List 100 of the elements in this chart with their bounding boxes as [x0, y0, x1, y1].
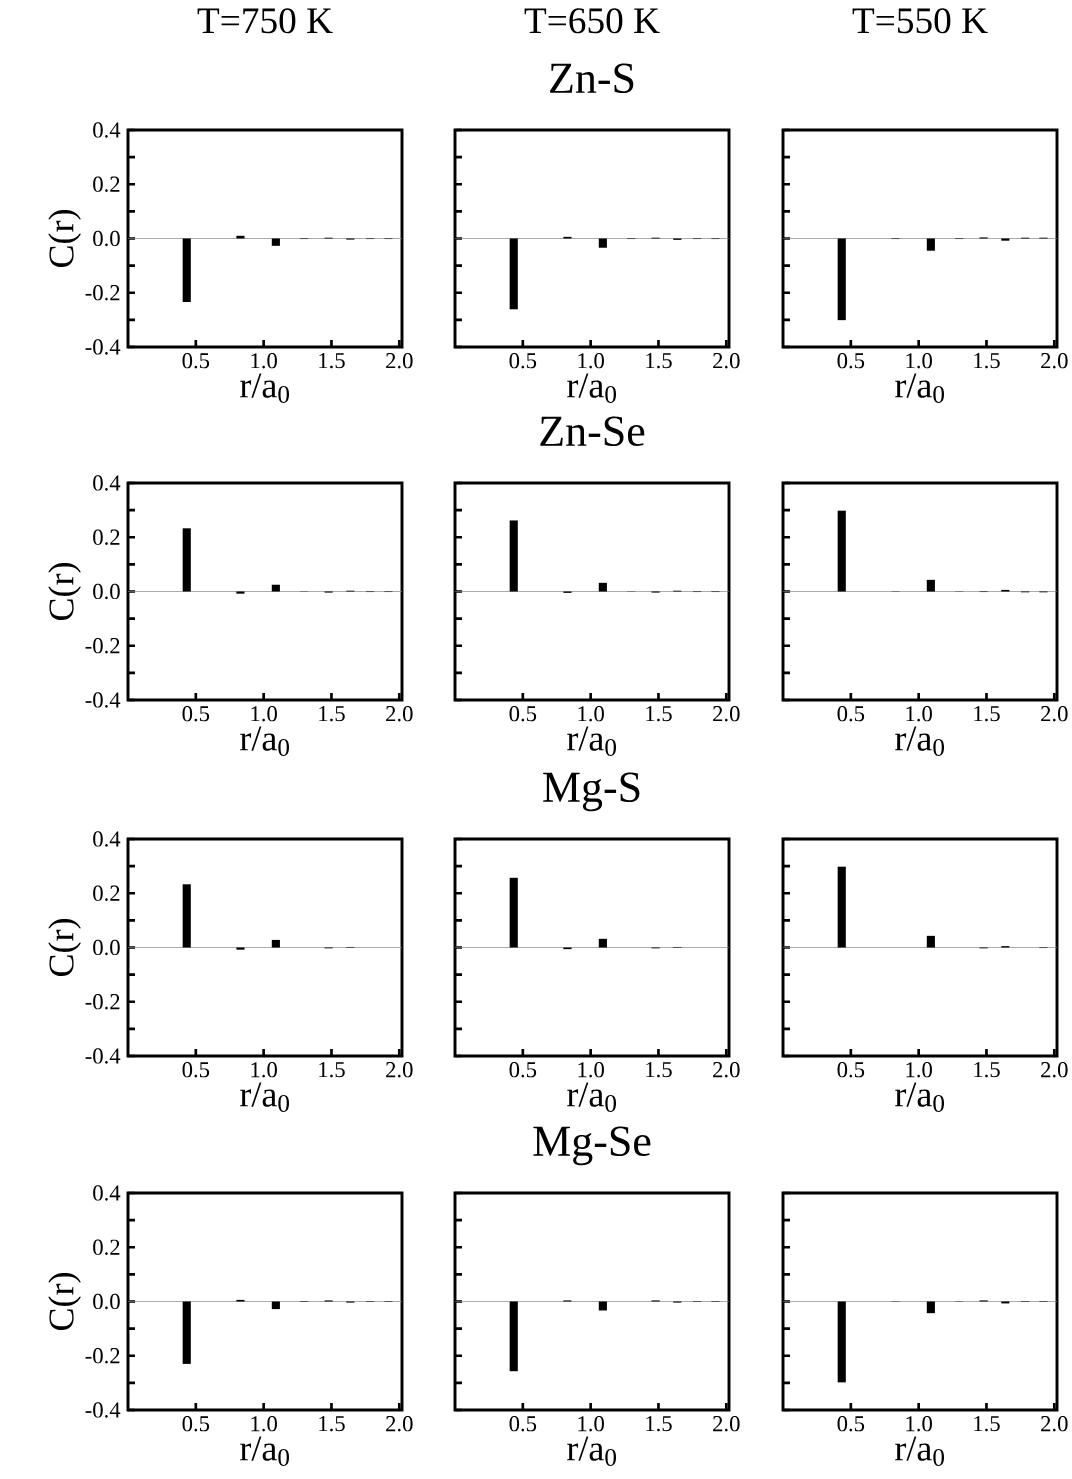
x-axis-title: r/a$_{0}$	[567, 373, 616, 403]
bar	[236, 591, 245, 594]
y-tick-label: 0.2	[93, 176, 120, 192]
y-tick-label: 0.4	[93, 1185, 121, 1201]
x-tick-label: 1.0	[251, 1062, 277, 1078]
x-tick-label: 0.5	[837, 1416, 865, 1432]
y-axis-title: C(r)	[48, 1273, 81, 1331]
chart-title: Mg-S	[543, 772, 640, 812]
bar	[926, 579, 935, 592]
x-tick-label: 0.5	[182, 1062, 210, 1078]
x-tick-label: 2.0	[1041, 706, 1068, 722]
x-tick-label: 1.5	[974, 1416, 1000, 1432]
x-tick-label: 1.0	[906, 706, 932, 722]
y-tick-label: -0.4	[85, 1048, 121, 1064]
y-tick-label: 0.4	[93, 475, 121, 491]
x-tick-label: 0.5	[509, 706, 537, 722]
x-tick-label: 1.5	[974, 706, 1000, 722]
y-tick-label: 0.4	[93, 831, 121, 847]
text: T=750 K	[197, 8, 333, 34]
x-tick-label: 2.0	[1041, 1062, 1068, 1078]
x-tick-label: 2.0	[713, 706, 740, 722]
bar	[182, 528, 191, 592]
x-tick-label: 1.0	[906, 353, 932, 369]
y-tick-label: -0.2	[85, 638, 120, 654]
x-tick-label: 0.5	[509, 1062, 537, 1078]
bar	[509, 520, 518, 592]
x-axis-title: r/a$_{0}$	[895, 373, 945, 403]
x-tick-label: 1.5	[646, 1062, 672, 1078]
chart-title: Mg-Se	[533, 1126, 651, 1166]
bar	[598, 582, 607, 592]
x-tick-label: 1.0	[906, 1416, 932, 1432]
chart-title: Zn-Se	[540, 416, 645, 447]
x-axis-title: r/a$_{0}$	[567, 726, 616, 756]
x-axis-title: r/a$_{0}$	[240, 1082, 289, 1112]
bar	[271, 939, 280, 948]
bar	[509, 877, 518, 948]
x-tick-label: 0.5	[509, 1416, 537, 1432]
y-axis-title: C(r)	[48, 919, 81, 977]
x-tick-label: 2.0	[386, 706, 413, 722]
x-tick-label: 1.0	[578, 353, 604, 369]
x-tick-label: 1.0	[578, 1062, 604, 1078]
y-tick-label: -0.4	[85, 1402, 121, 1418]
bar	[837, 510, 846, 592]
bar	[837, 866, 846, 948]
y-tick-label: 0.2	[93, 529, 120, 545]
bar	[182, 884, 191, 948]
x-tick-label: 0.5	[837, 706, 865, 722]
x-axis-title: r/a$_{0}$	[895, 1436, 945, 1466]
x-tick-label: 1.5	[646, 706, 672, 722]
text: T=550 K	[852, 8, 988, 34]
x-axis-title: r/a$_{0}$	[895, 726, 945, 756]
bar	[926, 935, 935, 948]
y-tick-label: 0.2	[93, 885, 120, 901]
y-tick-label: -0.2	[85, 285, 120, 301]
bar	[598, 938, 607, 948]
y-tick-label: 0.0	[93, 939, 120, 956]
x-tick-label: 0.5	[182, 706, 210, 722]
x-tick-label: 2.0	[713, 1062, 740, 1078]
x-tick-label: 1.0	[578, 706, 604, 722]
x-axis-title: r/a$_{0}$	[240, 1436, 289, 1466]
y-tick-label: -0.2	[85, 1348, 120, 1364]
x-tick-label: 1.5	[646, 353, 672, 369]
y-tick-label: 0.2	[93, 1239, 120, 1255]
x-tick-label: 0.5	[182, 1416, 210, 1432]
x-tick-label: 1.5	[974, 353, 1000, 369]
x-axis-title: r/a$_{0}$	[240, 726, 289, 756]
x-tick-label: 2.0	[713, 1416, 740, 1432]
x-tick-label: 1.0	[906, 1062, 932, 1078]
y-tick-label: -0.2	[85, 994, 120, 1010]
x-tick-label: 1.5	[319, 1416, 345, 1432]
x-tick-label: 2.0	[386, 353, 413, 369]
x-tick-label: 1.0	[251, 706, 277, 722]
x-axis-title: r/a$_{0}$	[240, 373, 289, 403]
y-axis-title: C(r)	[48, 563, 81, 621]
x-tick-label: 1.0	[251, 1416, 277, 1432]
y-tick-label: 0.4	[93, 122, 121, 138]
x-tick-label: 0.5	[182, 353, 210, 369]
x-tick-label: 1.5	[646, 1416, 672, 1432]
x-tick-label: 2.0	[386, 1416, 413, 1432]
x-axis-title: r/a$_{0}$	[567, 1082, 616, 1112]
x-tick-label: 0.5	[509, 353, 537, 369]
text: T=650 K	[524, 8, 660, 34]
y-tick-label: 0.0	[93, 1293, 120, 1310]
x-tick-label: 1.5	[319, 1062, 345, 1078]
y-tick-label: -0.4	[85, 339, 121, 355]
x-tick-label: 2.0	[1041, 353, 1068, 369]
bar	[236, 947, 245, 950]
y-tick-label: 0.0	[93, 583, 120, 600]
x-tick-label: 1.5	[319, 353, 345, 369]
x-tick-label: 2.0	[713, 353, 740, 369]
y-tick-label: 0.0	[93, 230, 120, 247]
x-tick-label: 0.5	[837, 353, 865, 369]
y-tick-label: -0.4	[85, 692, 121, 708]
x-tick-label: 1.5	[319, 706, 345, 722]
x-tick-label: 1.0	[251, 353, 277, 369]
x-axis-title: r/a$_{0}$	[895, 1082, 945, 1112]
x-tick-label: 0.5	[837, 1062, 865, 1078]
x-tick-label: 2.0	[386, 1062, 413, 1078]
y-axis-title: C(r)	[48, 210, 81, 268]
chart-title: Zn-S	[550, 63, 634, 94]
